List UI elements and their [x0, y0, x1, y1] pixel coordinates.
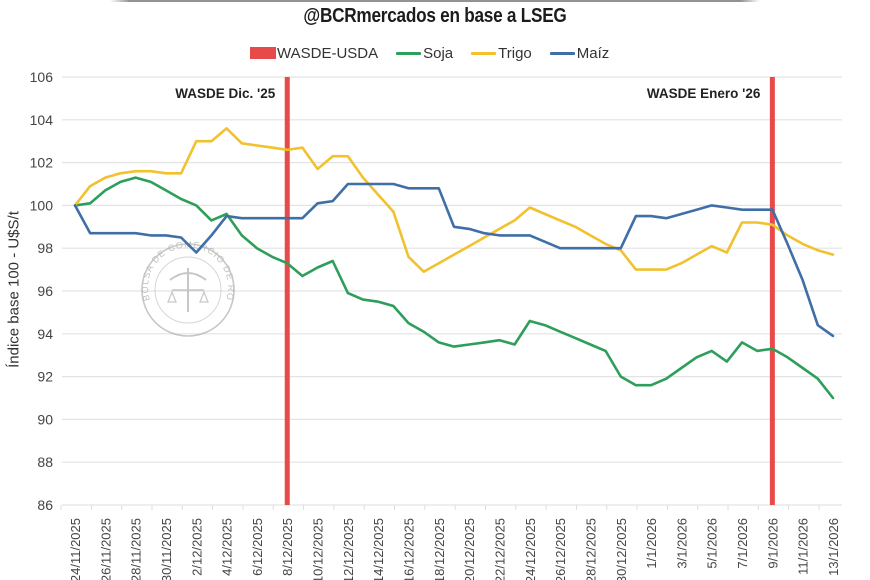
y-tick-label: 88 [37, 454, 53, 470]
series-line-trigo [73, 127, 835, 274]
legend-item-maiz: Maíz [549, 44, 610, 62]
x-tick-label: 3/1/2026 [674, 518, 689, 569]
x-tick-label: 6/12/2025 [250, 518, 265, 576]
x-tick-label: 13/1/2026 [826, 518, 841, 576]
legend-label: Soja [423, 44, 454, 62]
wasde-marker-line [769, 77, 775, 505]
x-tick-label: 22/12/2025 [492, 518, 507, 580]
legend-swatch-maiz [549, 51, 575, 55]
legend-swatch-wasde [250, 47, 276, 59]
y-tick-label: 102 [30, 155, 54, 171]
wasde-markers [284, 77, 775, 505]
y-tick-label: 98 [37, 240, 53, 256]
x-tick-label: 5/1/2026 [705, 518, 720, 569]
x-tick-label: 8/12/2025 [280, 518, 295, 576]
x-tick-label: 26/11/2025 [98, 518, 113, 580]
legend-label: WASDE-USDA [277, 44, 379, 62]
legend-swatch-trigo [471, 51, 497, 55]
legend-label: Maíz [576, 44, 610, 62]
y-tick-label: 106 [30, 69, 54, 85]
x-tick-label: 28/12/2025 [583, 518, 598, 580]
y-tick-label: 100 [30, 197, 54, 213]
legend-label: Trigo [498, 44, 532, 62]
x-tick-label: 14/12/2025 [371, 518, 386, 580]
legend: WASDE-USDA Soja Trigo Maíz [250, 43, 627, 63]
annotation-label: WASDE Dic. '25 [175, 86, 275, 101]
chart-subtitle: @BCRmercados en base a LSEG [303, 5, 567, 27]
y-tick-label: 96 [37, 283, 53, 299]
y-tick-label: 94 [37, 326, 53, 342]
x-tick-label: 16/12/2025 [402, 518, 417, 580]
x-tick-label: 1/1/2026 [644, 518, 659, 569]
wasde-marker-line [284, 77, 290, 505]
y-tick-label: 104 [30, 112, 54, 128]
legend-item-soja: Soja [396, 45, 453, 62]
x-tick-label: 20/12/2025 [462, 518, 477, 580]
annotation-label: WASDE Enero '26 [647, 86, 761, 101]
gridlines [62, 76, 842, 506]
x-axis-ticks: 24/11/2025 26/11/2025 28/11/2025 30/11/2025… [60, 505, 841, 580]
x-tick-label: 18/12/2025 [432, 518, 447, 580]
x-tick-label: 2/12/2025 [189, 518, 204, 576]
x-tick-label: 10/12/2025 [311, 518, 326, 580]
x-tick-label: 7/1/2026 [735, 518, 750, 569]
y-tick-label: 92 [37, 369, 53, 385]
x-tick-label: 9/1/2026 [765, 518, 780, 569]
series-line-maiz [73, 182, 835, 338]
x-tick-label: 24/12/2025 [523, 518, 538, 580]
x-tick-label: 4/12/2025 [220, 518, 235, 576]
x-tick-label: 24/11/2025 [68, 518, 83, 580]
legend-swatch-soja [396, 51, 422, 55]
annotations: WASDE Dic. '25 WASDE Enero '26 [175, 86, 761, 101]
y-tick-label: 90 [37, 411, 53, 427]
legend-item-wasde: WASDE-USDA [250, 45, 378, 62]
x-tick-label: 30/12/2025 [614, 518, 629, 580]
x-tick-label: 11/1/2026 [796, 518, 811, 575]
x-tick-label: 28/11/2025 [129, 518, 144, 580]
x-tick-label: 30/11/2025 [159, 518, 174, 580]
series-line-soja [73, 176, 835, 400]
series-lines [73, 127, 835, 400]
x-tick-label: 12/12/2025 [341, 518, 356, 580]
chart-title-clipped [110, 0, 760, 2]
y-tick-label: 86 [37, 497, 53, 513]
svg-text:BOLSA DE COMERCIO DE ROSARIO: BOLSA DE COMERCIO DE ROSARIO [0, 0, 236, 302]
y-axis-ticks: 86 88 90 92 94 96 98 100 102 104 106 [30, 69, 54, 513]
x-tick-label: 26/12/2025 [553, 518, 568, 580]
legend-item-trigo: Trigo [471, 45, 532, 62]
